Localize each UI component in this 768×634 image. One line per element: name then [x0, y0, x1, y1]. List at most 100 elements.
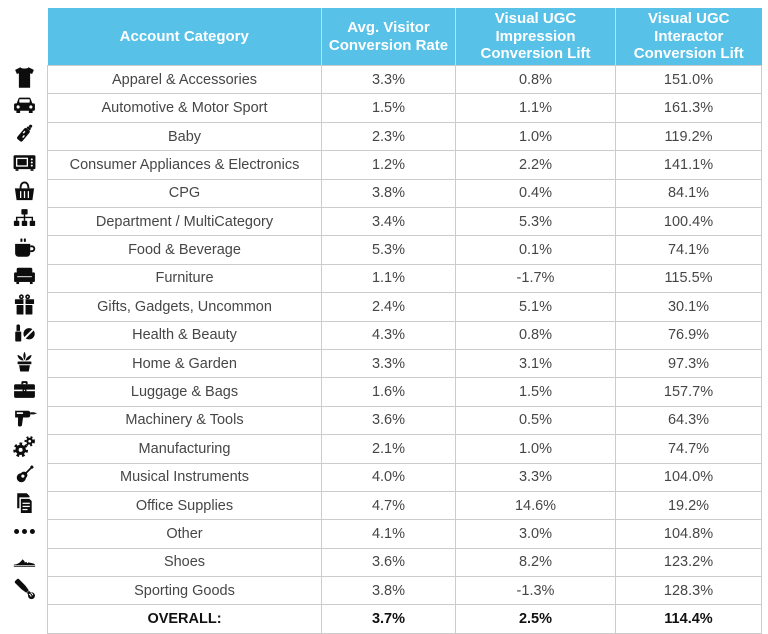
potted-plant-icon: [2, 347, 47, 375]
baseball-bat-icon: [2, 574, 47, 602]
table-row: Automotive & Motor Sport 1.5% 1.1% 161.3%: [47, 93, 762, 123]
cell-category: Furniture: [47, 263, 322, 294]
cell-category: Apparel & Accessories: [47, 65, 322, 95]
cell-value: 141.1%: [615, 150, 762, 180]
cell-value: 3.3%: [321, 348, 456, 379]
data-table: Account Category Avg. Visitor Conversion…: [47, 8, 762, 634]
cell-value: 0.1%: [455, 235, 616, 265]
overall-impression-lift: 2.5%: [455, 604, 616, 634]
cell-category: Health & Beauty: [47, 320, 322, 350]
cell-value: 1.1%: [455, 93, 616, 123]
cell-value: 1.5%: [455, 377, 616, 407]
gift-icon: [2, 290, 47, 318]
cell-value: 1.6%: [321, 377, 456, 407]
cell-value: 100.4%: [615, 207, 762, 237]
baby-bottle-icon: [2, 120, 47, 148]
table-row: Baby 2.3% 1.0% 119.2%: [47, 121, 762, 152]
cell-value: 1.2%: [321, 150, 456, 180]
cell-category: Other: [47, 519, 322, 549]
cell-value: 0.8%: [455, 320, 616, 350]
cell-value: 0.8%: [455, 65, 616, 95]
coffee-cup-icon: [2, 233, 47, 261]
cell-value: 4.7%: [321, 490, 456, 521]
cell-category: Shoes: [47, 547, 322, 578]
microwave-icon: [2, 148, 47, 176]
guitar-icon: [2, 460, 47, 488]
column-header-account-category: Account Category: [47, 8, 322, 67]
cell-category: Sporting Goods: [47, 576, 322, 606]
table-row: Office Supplies 4.7% 14.6% 19.2%: [47, 490, 762, 521]
cell-value: 5.1%: [455, 292, 616, 322]
briefcase-icon: [2, 375, 47, 403]
cell-category: Automotive & Motor Sport: [47, 93, 322, 123]
cell-value: 1.1%: [321, 263, 456, 294]
cell-category: Luggage & Bags: [47, 377, 322, 407]
icon-rail-header-spacer: [2, 8, 47, 63]
cell-value: 4.3%: [321, 320, 456, 350]
header-row: Account Category Avg. Visitor Conversion…: [47, 8, 762, 67]
table-row: Machinery & Tools 3.6% 0.5% 64.3%: [47, 405, 762, 436]
cell-value: 5.3%: [321, 235, 456, 265]
cell-value: 1.5%: [321, 93, 456, 123]
cell-value: 3.3%: [455, 462, 616, 492]
cell-value: 123.2%: [615, 547, 762, 578]
icon-rail: [2, 8, 47, 602]
tshirt-icon: [2, 63, 47, 91]
table-row: Gifts, Gadgets, Uncommon 2.4% 5.1% 30.1%: [47, 292, 762, 322]
cell-value: 84.1%: [615, 178, 762, 209]
cell-value: 119.2%: [615, 121, 762, 152]
cell-value: 2.1%: [321, 434, 456, 464]
overall-interactor-lift: 114.4%: [615, 604, 762, 634]
cell-value: 157.7%: [615, 377, 762, 407]
cell-value: 2.2%: [455, 150, 616, 180]
cell-value: 151.0%: [615, 65, 762, 95]
cell-value: 161.3%: [615, 93, 762, 123]
documents-icon: [2, 489, 47, 517]
cell-value: 3.4%: [321, 207, 456, 237]
table-row: Manufacturing 2.1% 1.0% 74.7%: [47, 434, 762, 464]
table-row: Shoes 3.6% 8.2% 123.2%: [47, 547, 762, 578]
column-header-interactor-conversion-lift: Visual UGC Interactor Conversion Lift: [615, 8, 762, 67]
table-row: Department / MultiCategory 3.4% 5.3% 100.4%: [47, 207, 762, 237]
cell-value: 104.8%: [615, 519, 762, 549]
cell-value: -1.3%: [455, 576, 616, 606]
table-row: Musical Instruments 4.0% 3.3% 104.0%: [47, 462, 762, 492]
table-row: Apparel & Accessories 3.3% 0.8% 151.0%: [47, 65, 762, 95]
cell-category: Office Supplies: [47, 490, 322, 521]
cell-value: 128.3%: [615, 576, 762, 606]
grocery-basket-icon: [2, 177, 47, 205]
cell-category: Machinery & Tools: [47, 405, 322, 436]
cell-category: Food & Beverage: [47, 235, 322, 265]
cell-category: Gifts, Gadgets, Uncommon: [47, 292, 322, 322]
ellipsis-icon: [2, 517, 47, 545]
car-icon: [2, 91, 47, 119]
table-row: Luggage & Bags 1.6% 1.5% 157.7%: [47, 377, 762, 407]
cell-value: 3.6%: [321, 405, 456, 436]
shoe-icon: [2, 546, 47, 574]
column-header-avg-visitor-conversion: Avg. Visitor Conversion Rate: [321, 8, 456, 67]
cell-value: 104.0%: [615, 462, 762, 492]
table-row: Home & Garden 3.3% 3.1% 97.3%: [47, 348, 762, 379]
cell-value: 3.6%: [321, 547, 456, 578]
table-row: Furniture 1.1% -1.7% 115.5%: [47, 263, 762, 294]
cell-value: 4.0%: [321, 462, 456, 492]
cell-value: 5.3%: [455, 207, 616, 237]
cell-value: 8.2%: [455, 547, 616, 578]
overall-label: OVERALL:: [47, 604, 322, 634]
cell-value: 2.4%: [321, 292, 456, 322]
cell-category: Department / MultiCategory: [47, 207, 322, 237]
cell-value: 1.0%: [455, 434, 616, 464]
table-row: Other 4.1% 3.0% 104.8%: [47, 519, 762, 549]
cell-value: 3.3%: [321, 65, 456, 95]
overall-avg-visitor: 3.7%: [321, 604, 456, 634]
cell-value: 14.6%: [455, 490, 616, 521]
cell-category: Baby: [47, 121, 322, 152]
cell-category: Manufacturing: [47, 434, 322, 464]
cell-category: CPG: [47, 178, 322, 209]
drill-icon: [2, 404, 47, 432]
cell-value: 2.3%: [321, 121, 456, 152]
cell-value: -1.7%: [455, 263, 616, 294]
cell-value: 97.3%: [615, 348, 762, 379]
cell-category: Musical Instruments: [47, 462, 322, 492]
